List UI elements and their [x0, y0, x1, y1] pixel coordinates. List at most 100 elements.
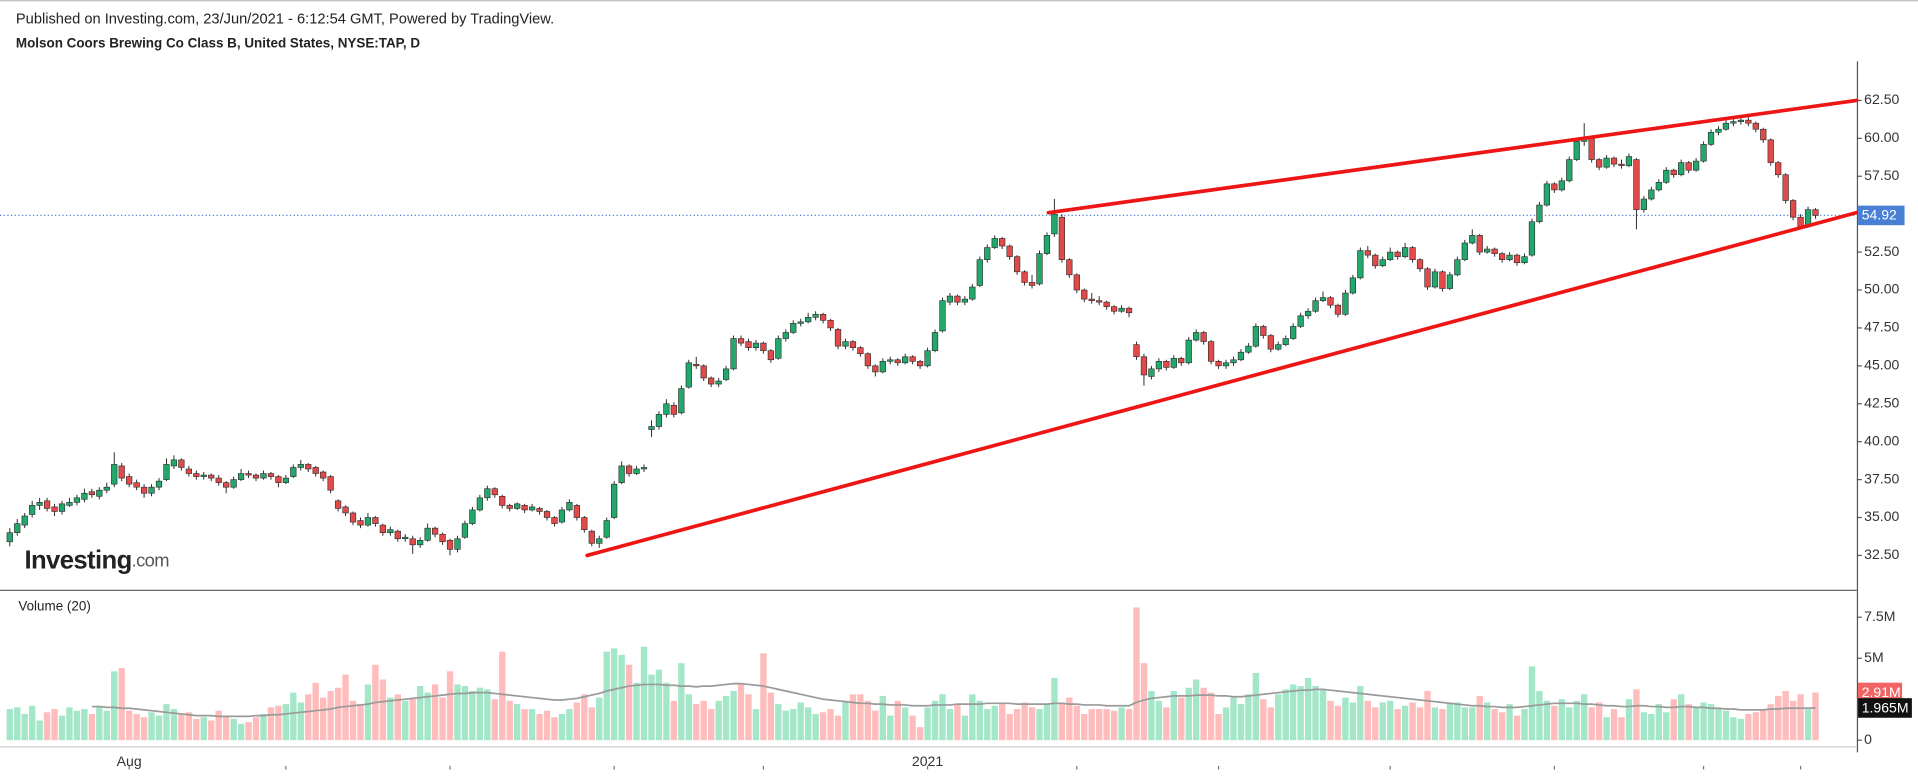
- volume-bar: [1528, 666, 1536, 741]
- volume-bar: [1678, 694, 1685, 741]
- volume-bar: [618, 654, 625, 741]
- candle-body: [1237, 351, 1245, 361]
- candle-body: [1610, 157, 1618, 165]
- volume-bar: [1625, 699, 1633, 741]
- candle-body: [931, 332, 939, 351]
- candle-body: [1215, 360, 1222, 367]
- candle-body: [894, 359, 901, 364]
- candle-body: [1722, 122, 1730, 130]
- candle-body: [1118, 307, 1125, 312]
- volume-bar: [528, 709, 536, 741]
- volume-bar: [148, 712, 155, 741]
- candle-body: [902, 356, 909, 364]
- candle-body: [1484, 248, 1491, 253]
- volume-bar: [1036, 709, 1043, 741]
- candle-body: [1789, 200, 1797, 218]
- volume-bar: [573, 702, 581, 741]
- volume-bar: [208, 720, 215, 741]
- candle-body: [409, 538, 416, 546]
- candle-body: [461, 523, 469, 538]
- volume-bar: [767, 692, 775, 741]
- candle-body: [1349, 277, 1356, 294]
- candle-body: [991, 238, 998, 248]
- candle-body: [663, 403, 670, 415]
- volume-bar: [140, 717, 148, 741]
- candle-body: [1424, 268, 1431, 288]
- volume-tick-label: 7.5M: [1864, 608, 1895, 624]
- volume-bar: [1185, 687, 1192, 741]
- volume-bar: [1118, 707, 1125, 741]
- volume-bar: [610, 648, 618, 741]
- volume-bar: [133, 713, 140, 741]
- volume-bar: [1066, 697, 1073, 741]
- volume-bar: [1379, 702, 1386, 741]
- logo-main: Investing: [24, 546, 131, 574]
- candle-body: [879, 360, 886, 373]
- volume-bar: [1252, 672, 1260, 741]
- candle-body: [693, 364, 700, 367]
- candle-body: [1043, 235, 1051, 254]
- candle-body: [1431, 271, 1439, 288]
- candle-body: [245, 473, 252, 476]
- candle-body: [327, 476, 334, 491]
- candle-body: [939, 300, 946, 332]
- candle-body: [1521, 256, 1528, 264]
- volume-bar: [1730, 717, 1737, 741]
- candle-body: [1387, 251, 1394, 260]
- volume-bar: [334, 687, 342, 741]
- candle-body: [700, 365, 707, 379]
- volume-bar: [1618, 717, 1625, 741]
- candle-body: [603, 520, 610, 538]
- volume-bar: [73, 710, 81, 741]
- candle-body: [819, 313, 827, 321]
- candle-body: [722, 368, 730, 380]
- volume-bar: [521, 709, 528, 741]
- candle-body: [469, 509, 476, 524]
- current-price-label: 54.92: [1862, 207, 1897, 223]
- volume-bar: [402, 700, 409, 741]
- volume-bar: [1207, 692, 1215, 741]
- candle-body: [1185, 339, 1192, 364]
- candle-body: [1760, 128, 1767, 141]
- candle-body: [767, 350, 774, 361]
- candle-body: [1200, 332, 1207, 342]
- volume-bar: [51, 709, 58, 741]
- volume-bar: [1513, 715, 1521, 741]
- candle-body: [36, 502, 43, 506]
- candle-body: [640, 467, 648, 470]
- candle-body: [1797, 216, 1804, 227]
- current-price-box: [1858, 205, 1905, 226]
- volume-bar: [887, 715, 894, 741]
- candle-body: [1193, 332, 1200, 341]
- volume-bar: [1088, 709, 1095, 741]
- candle-body: [1364, 250, 1371, 256]
- candle-body: [1252, 326, 1259, 347]
- volume-bar: [1760, 709, 1767, 741]
- y-tick-label: 42.50: [1864, 394, 1899, 410]
- volume-bar: [1304, 677, 1312, 741]
- candle-body: [1327, 297, 1334, 306]
- candle-body: [514, 503, 521, 509]
- y-tick-label: 35.00: [1864, 508, 1899, 524]
- candle-body: [1476, 235, 1483, 253]
- candle-body: [320, 471, 327, 479]
- candle-body: [1013, 256, 1021, 273]
- volume-bar: [1334, 705, 1342, 741]
- candle-body: [1543, 183, 1551, 206]
- candle-body: [596, 538, 603, 544]
- volume-bar: [1469, 707, 1476, 741]
- candle-body: [155, 480, 163, 488]
- candle-body: [1573, 141, 1580, 160]
- volume-bar: [111, 671, 118, 741]
- last-volume-box: [1858, 682, 1903, 703]
- volume-bar: [506, 700, 513, 741]
- volume-bar: [1648, 713, 1655, 741]
- volume-bar: [655, 669, 663, 741]
- volume-bar: [1491, 709, 1498, 741]
- volume-bar: [827, 709, 834, 741]
- candle-body: [1155, 360, 1162, 370]
- candle-body: [1021, 271, 1028, 283]
- volume-bar: [237, 723, 245, 741]
- candle-body: [58, 503, 66, 512]
- volume-bar: [1297, 686, 1304, 741]
